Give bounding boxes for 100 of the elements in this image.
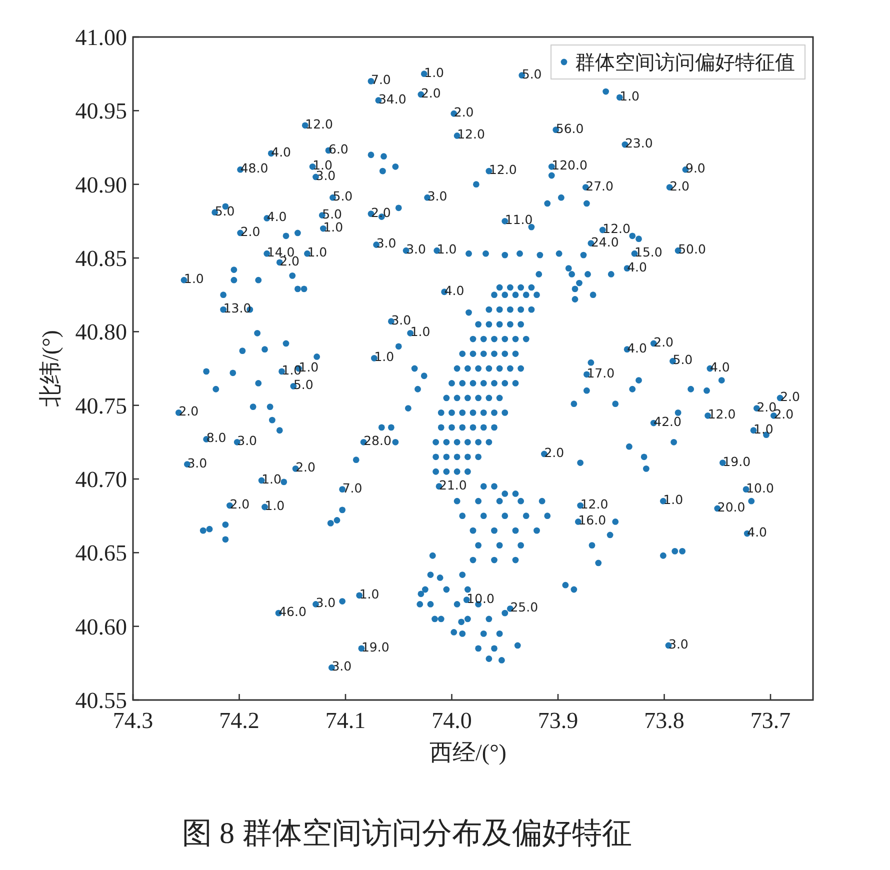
annotation: 3.0 xyxy=(316,595,336,610)
annotation: 2.0 xyxy=(371,204,391,220)
y-tick-label: 40.90 xyxy=(75,172,127,198)
y-tick-label: 40.85 xyxy=(75,246,127,271)
annotation: 1.0 xyxy=(359,586,380,602)
annotation: 13.0 xyxy=(223,300,252,316)
annotation: 1.0 xyxy=(307,244,328,260)
annotation: 12.0 xyxy=(708,406,736,422)
annotation: 2.0 xyxy=(780,388,800,404)
annotation: 4.0 xyxy=(444,282,464,298)
annotation: 120.0 xyxy=(552,158,588,173)
annotation: 12.0 xyxy=(602,221,631,236)
annotation: 3.0 xyxy=(376,236,396,251)
annotation: 15.0 xyxy=(634,244,662,260)
annotation: 10.0 xyxy=(466,590,495,606)
annotation: 2.0 xyxy=(756,399,777,414)
annotation: 11.0 xyxy=(504,212,533,228)
annotation: 12.0 xyxy=(488,162,517,178)
annotation: 5.0 xyxy=(522,66,542,82)
annotation: 2.0 xyxy=(178,404,199,419)
legend-label: 群体空间访问偏好特征值 xyxy=(575,52,795,74)
annotation: 2.0 xyxy=(654,334,674,350)
y-tick-label: 40.65 xyxy=(75,540,127,566)
annotation: 1.0 xyxy=(323,220,344,235)
annotation: 24.0 xyxy=(590,234,619,250)
legend: 群体空间访问偏好特征值 xyxy=(550,44,806,80)
x-tick-label: 73.9 xyxy=(538,708,578,733)
annotation: 28.0 xyxy=(364,433,392,448)
annotation: 7.0 xyxy=(342,480,362,496)
annotation: 1.0 xyxy=(374,349,394,364)
annotation: 42.0 xyxy=(654,414,682,430)
annotation: 4.0 xyxy=(627,259,647,274)
annotation: 4.0 xyxy=(266,209,287,224)
x-tick-label: 73.7 xyxy=(750,708,791,733)
annotation: 19.0 xyxy=(361,639,390,654)
annotation: 5.0 xyxy=(672,352,693,368)
annotation: 3.0 xyxy=(427,188,448,204)
annotation: 12.0 xyxy=(580,496,608,512)
annotation: 25.0 xyxy=(510,600,538,615)
annotation: 19.0 xyxy=(722,454,751,469)
annotation: 2.0 xyxy=(544,444,564,460)
annotation: 17.0 xyxy=(586,365,615,380)
annotation: 4.0 xyxy=(271,144,292,160)
annotation: 8.0 xyxy=(206,430,226,446)
annotation: 2.0 xyxy=(230,496,250,512)
annotation: 5.0 xyxy=(332,188,353,204)
annotation: 2.0 xyxy=(670,178,690,194)
annotation: 2.0 xyxy=(420,85,441,100)
annotation: 4.0 xyxy=(627,340,647,356)
annotation: 5.0 xyxy=(322,206,342,222)
annotation: 21.0 xyxy=(439,477,467,492)
y-tick-label: 40.75 xyxy=(75,393,127,418)
annotation: 3.0 xyxy=(668,636,688,652)
annotation: 3.0 xyxy=(237,433,258,448)
y-tick-label: 40.60 xyxy=(75,614,127,640)
annotation: 1.0 xyxy=(620,88,640,104)
annotation: 10.0 xyxy=(746,480,774,496)
annotation: 1.0 xyxy=(410,324,430,340)
annotation: 4.0 xyxy=(747,524,768,540)
annotation: 1.0 xyxy=(262,471,282,486)
annotation: 16.0 xyxy=(578,512,606,528)
x-axis-title: 西经/(°) xyxy=(430,740,506,765)
annotation: 48.0 xyxy=(240,160,268,176)
annotation: 3.0 xyxy=(332,658,352,674)
annotation: 4.0 xyxy=(710,360,730,374)
annotation: 2.0 xyxy=(240,224,260,239)
y-tick-label: 41.00 xyxy=(75,25,127,50)
annotation: 1.0 xyxy=(436,242,457,257)
annotation: 12.0 xyxy=(305,116,334,132)
annotation: 2.0 xyxy=(296,460,316,475)
x-tick-label: 74.1 xyxy=(325,708,366,733)
annotation: 5.0 xyxy=(293,377,314,392)
annotation: 1.0 xyxy=(264,498,285,513)
annotation: 12.0 xyxy=(457,126,485,142)
annotation: 3.0 xyxy=(406,242,426,257)
caption: 图 8 群体空间访问分布及偏好特征 xyxy=(182,817,632,850)
y-tick-label: 40.95 xyxy=(75,98,127,124)
y-tick-label: 40.70 xyxy=(75,467,127,492)
annotation: 2.0 xyxy=(454,104,474,120)
annotation: 6.0 xyxy=(328,141,348,156)
annotation: 9.0 xyxy=(686,160,706,176)
annotation: 1.0 xyxy=(424,64,444,80)
annotation: 56.0 xyxy=(556,120,584,136)
annotation: 3.0 xyxy=(391,312,412,328)
annotation: 7.0 xyxy=(371,72,391,88)
y-axis-title: 北纬/(°) xyxy=(38,330,63,407)
annotation: 46.0 xyxy=(278,604,306,620)
x-tick-label: 73.8 xyxy=(644,708,684,733)
x-tick-label: 74.2 xyxy=(219,708,260,733)
annotation: 3.0 xyxy=(187,455,208,470)
annotation: 20.0 xyxy=(717,499,746,514)
annotation: 34.0 xyxy=(378,91,406,106)
annotation: 1.0 xyxy=(754,421,774,436)
annotation: 1.0 xyxy=(663,492,684,508)
annotation: 50.0 xyxy=(678,242,706,257)
x-tick-label: 74.0 xyxy=(432,708,472,733)
y-tick-label: 40.80 xyxy=(75,320,127,345)
annotation: 27.0 xyxy=(586,178,614,194)
annotation: 23.0 xyxy=(624,136,653,151)
annotation: 1.0 xyxy=(184,271,204,286)
